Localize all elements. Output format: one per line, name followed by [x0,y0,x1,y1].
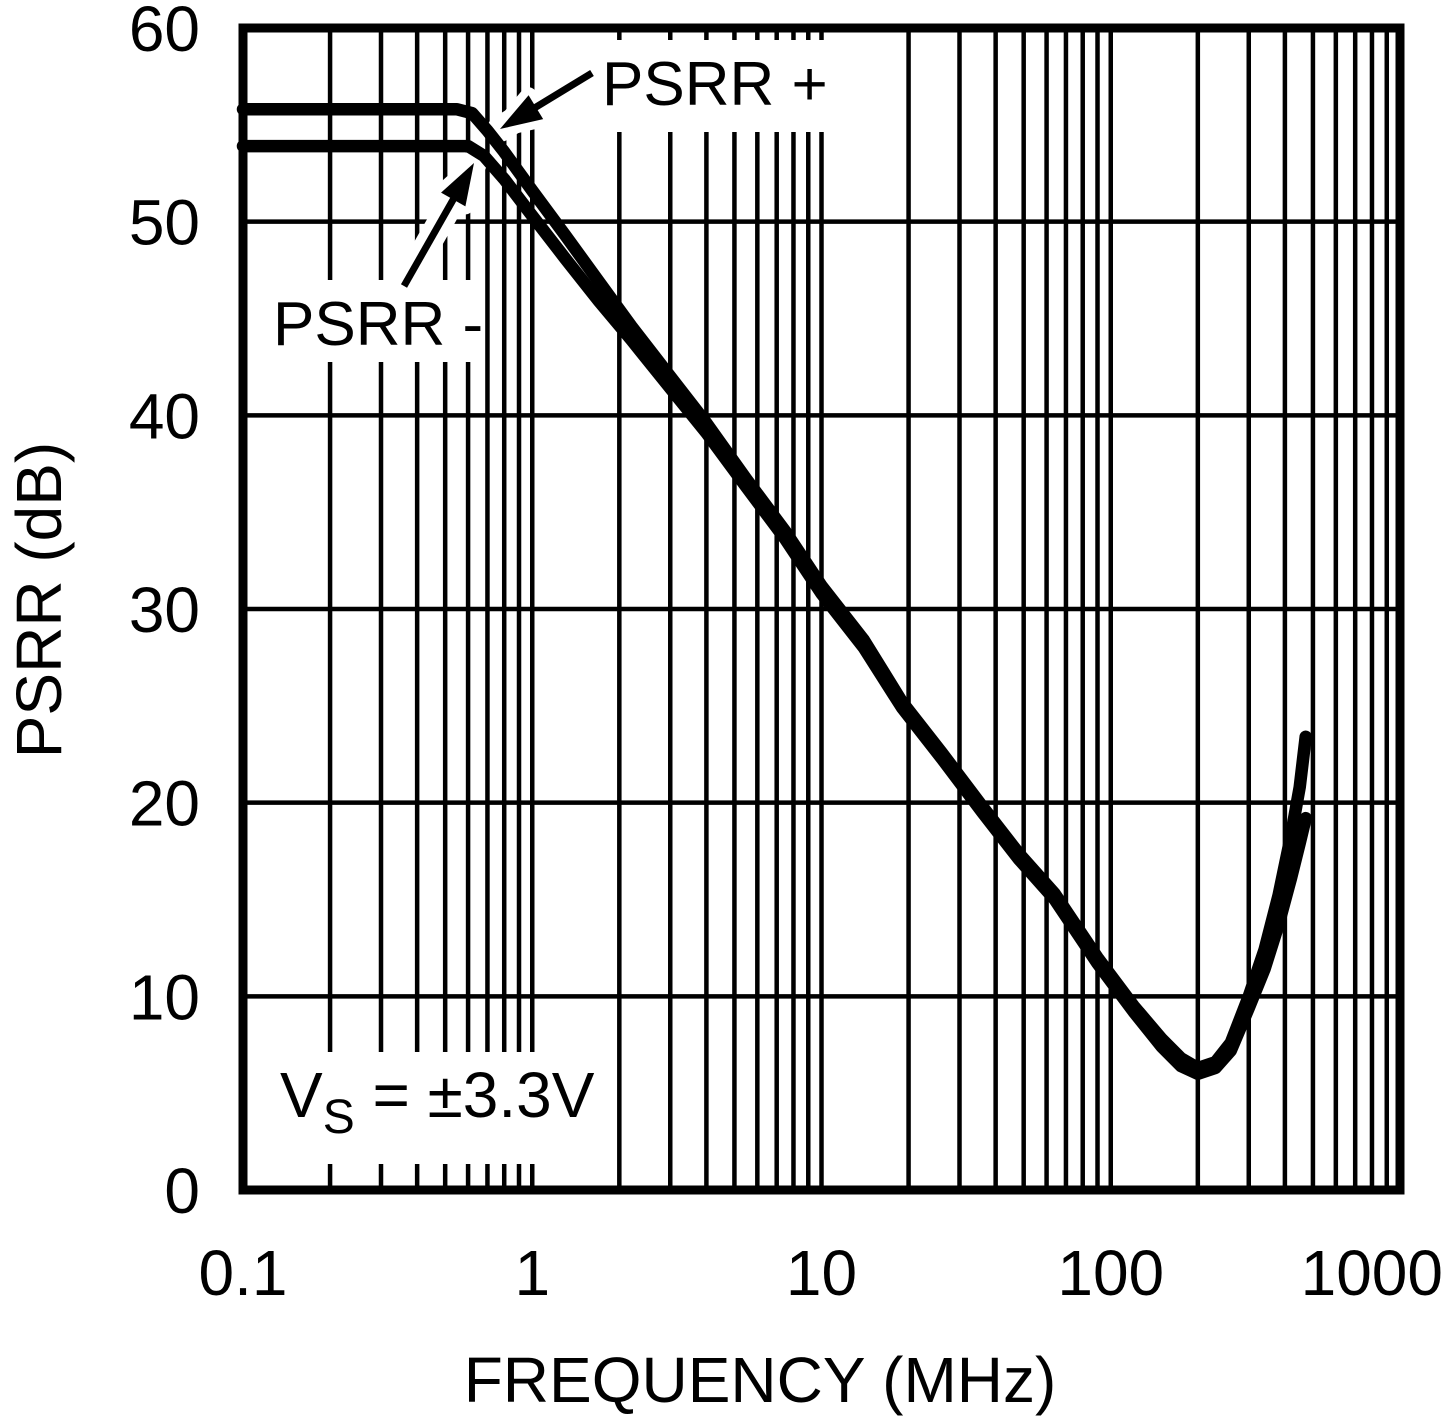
annotation-box-psrr-minus-label [252,280,485,362]
annotation-arrowhead-icon [441,163,474,207]
y-tick-label-20: 20 [129,768,200,840]
annotation-psrr-minus-label: PSRR - [252,150,487,362]
y-tick-label-10: 10 [129,961,200,1033]
y-tick-label-50: 50 [129,187,200,259]
curve-psrr-minus [236,139,1312,1081]
annotation-box-supply-voltage-label [252,1052,602,1164]
annotation-supply-voltage-label: VS = ±3.3V [252,1052,602,1164]
y-tick-label-60: 60 [129,0,200,65]
x-tick-label-100: 100 [1057,1237,1164,1309]
x-axis-title: FREQUENCY (MHz) [464,1344,1057,1416]
y-axis-title: PSRR (dB) [3,442,75,759]
y-tick-label-40: 40 [129,380,200,452]
plot-border [238,23,1405,1195]
annotation-text-psrr-plus-label: PSRR + [602,50,828,119]
x-tick-label-1: 1 [514,1237,550,1309]
x-tick-label-1000: 1000 [1301,1237,1443,1309]
annotation-arrow-psrr-plus-label [528,70,594,114]
y-tick-label-30: 30 [129,574,200,646]
grid-lines [243,28,1400,1190]
annotation-text-psrr-minus-label: PSRR - [273,290,483,359]
y-tick-label-0: 0 [164,1155,200,1227]
x-tick-label-10: 10 [786,1237,857,1309]
annotation-arrowhead-icon [500,95,544,129]
annotation-psrr-plus-label: PSRR + [487,40,847,142]
annotation-arrow-psrr-minus-label [400,192,460,288]
x-tick-label-0.1: 0.1 [199,1237,288,1309]
annotation-text-supply-voltage-label: VS = ±3.3V [280,1059,595,1144]
